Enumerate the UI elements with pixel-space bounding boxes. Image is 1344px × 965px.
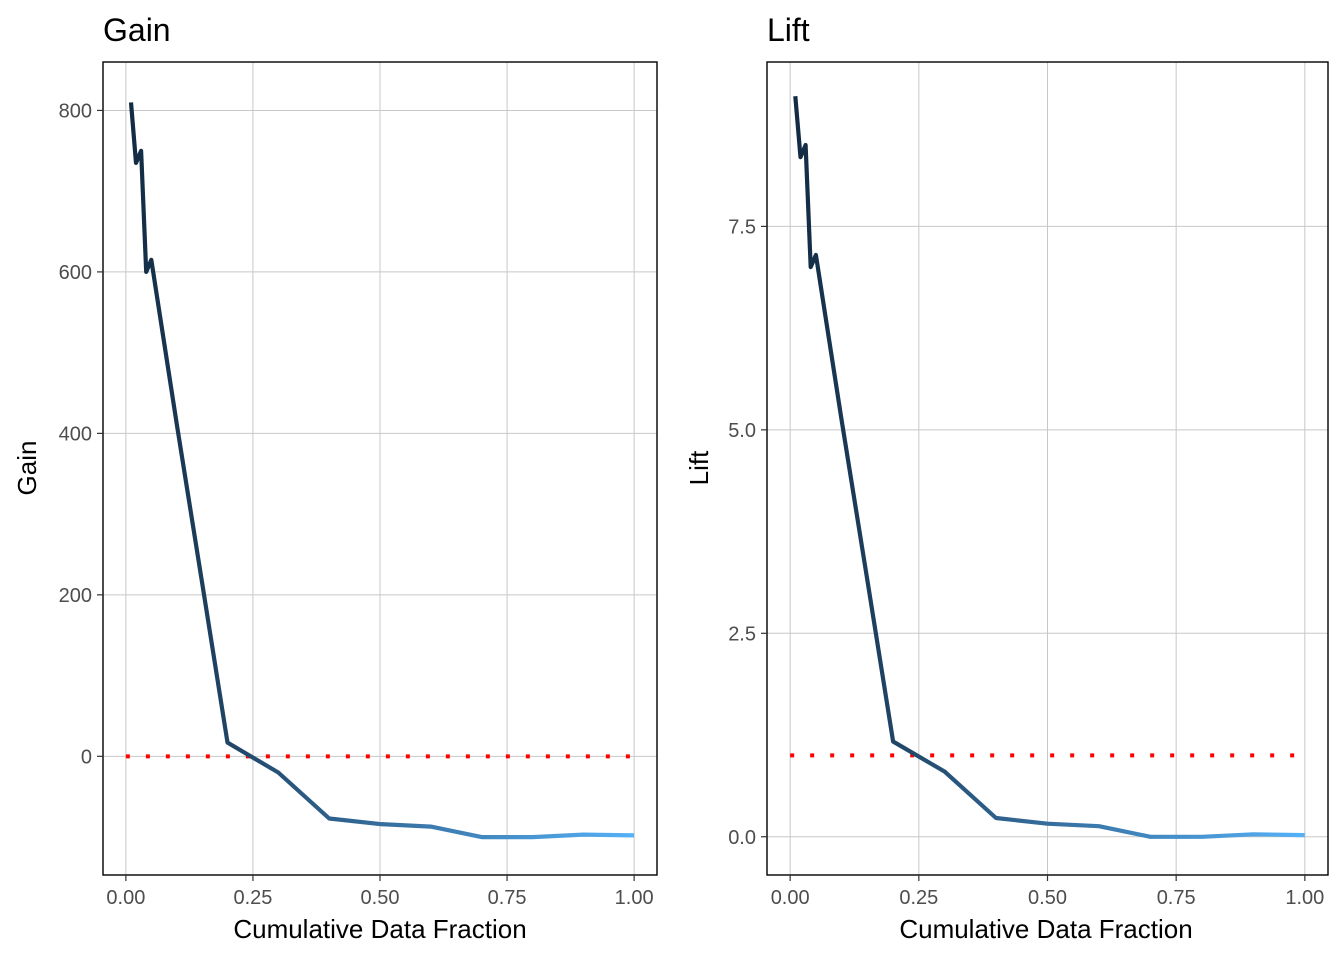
lift-y-tick-label: 2.5 xyxy=(728,623,756,645)
lift-x-axis-title: Cumulative Data Fraction xyxy=(899,914,1192,944)
gain-y-tick-label: 0 xyxy=(81,746,92,768)
lift-y-tick-label: 5.0 xyxy=(728,420,756,442)
lift-title: Lift xyxy=(767,12,810,48)
gain-x-tick-label: 1.00 xyxy=(615,887,654,909)
gain-x-tick-label: 0.00 xyxy=(106,887,145,909)
lift-x-tick-label: 0.75 xyxy=(1157,887,1196,909)
lift-x-tick-label: 0.00 xyxy=(771,887,810,909)
gain-x-axis-title: Cumulative Data Fraction xyxy=(233,914,526,944)
gain-y-axis-title: Gain xyxy=(12,441,42,496)
gain-x-tick-label: 0.50 xyxy=(361,887,400,909)
lift-series-line xyxy=(795,96,1305,837)
gain-title: Gain xyxy=(103,12,171,48)
gain-y-tick-label: 600 xyxy=(59,262,92,284)
lift-x-tick-label: 1.00 xyxy=(1285,887,1324,909)
gain-x-tick-label: 0.75 xyxy=(488,887,527,909)
gain-series-line xyxy=(131,102,634,837)
lift-y-tick-label: 7.5 xyxy=(728,216,756,238)
gain-y-tick-label: 800 xyxy=(59,100,92,122)
gain-x-tick-label: 0.25 xyxy=(233,887,272,909)
lift-x-tick-label: 0.25 xyxy=(899,887,938,909)
gain-y-tick-label: 400 xyxy=(59,423,92,445)
gain-panel: Gain Gain Cumulative Data Fraction 0.00 0… xyxy=(12,12,657,944)
lift-panel: Lift Lift Cumulative Data Fraction 0.00 0… xyxy=(684,12,1328,944)
lift-x-tick-label: 0.50 xyxy=(1028,887,1067,909)
gain-y-tick-label: 200 xyxy=(59,585,92,607)
lift-y-tick-label: 0.0 xyxy=(728,827,756,849)
lift-y-axis-title: Lift xyxy=(684,450,714,485)
